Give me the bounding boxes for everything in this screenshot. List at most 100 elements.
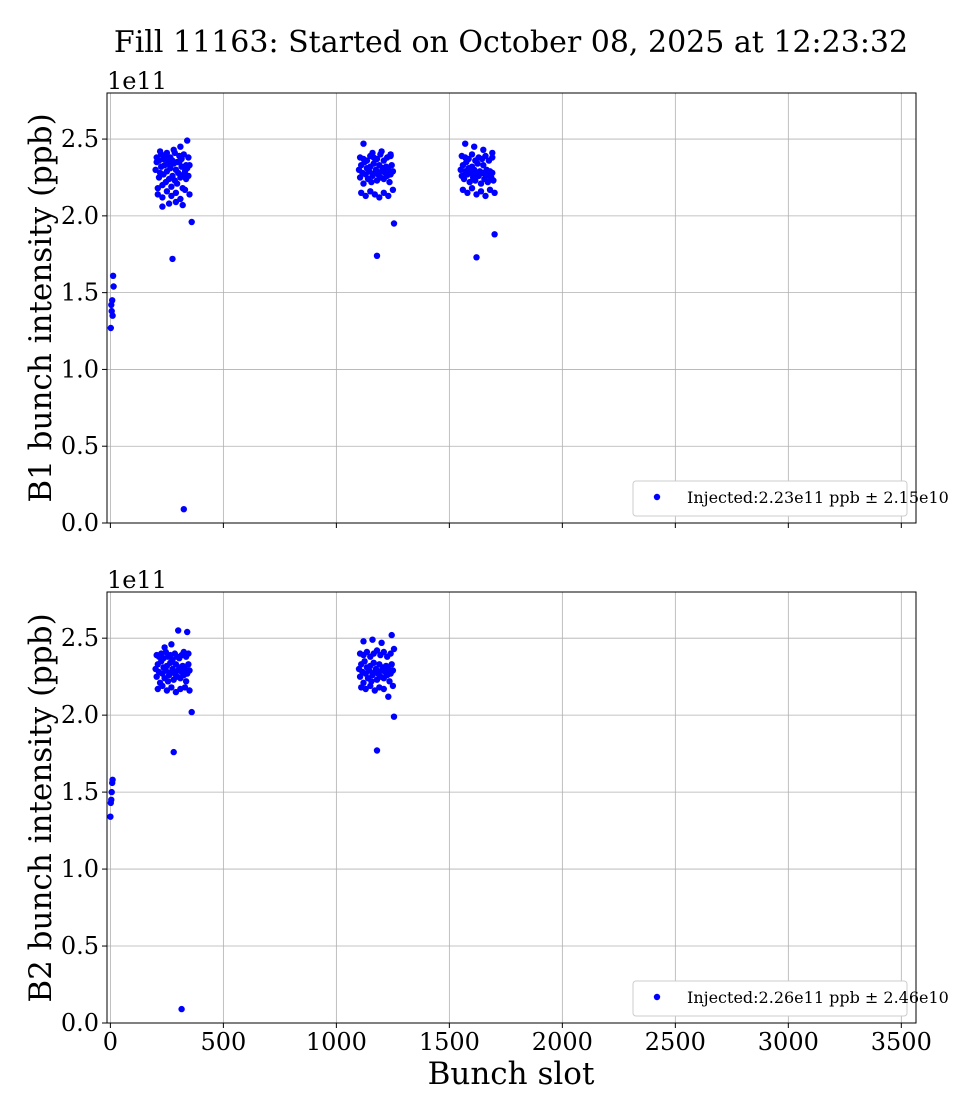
data-point (489, 169, 496, 177)
x-tick-label: 1000 (306, 1028, 367, 1056)
y-ticks-b1: 0.0 0.5 1.0 1.5 2.0 2.5 (61, 125, 107, 537)
x-tick-label: 1500 (419, 1028, 480, 1056)
y-exponent-label-b2: 1e11 (107, 566, 167, 594)
data-point (373, 647, 381, 654)
y-axis-label-b1: B1 bunch intensity (ppb) (23, 113, 59, 502)
data-point (387, 151, 394, 158)
data-point (371, 687, 378, 694)
data-point (462, 140, 469, 147)
data-point (378, 639, 385, 646)
data-point (466, 178, 473, 186)
data-point (165, 200, 173, 207)
data-point (180, 151, 187, 158)
data-point (170, 146, 177, 153)
y-tick-label: 0.0 (61, 509, 99, 537)
x-tick-label: 2000 (532, 1028, 593, 1056)
y-tick-label: 2.0 (61, 701, 99, 729)
data-point (368, 178, 375, 186)
grid-b2 (107, 592, 916, 1024)
data-point (177, 195, 184, 203)
data-point (471, 143, 478, 150)
data-point (491, 231, 498, 238)
y-tick-label: 2.0 (61, 202, 99, 230)
data-point (159, 682, 166, 690)
data-point (378, 148, 385, 155)
data-point (164, 160, 172, 167)
data-point (169, 255, 176, 263)
y-tick-label: 0.0 (61, 1009, 99, 1037)
data-point (163, 687, 171, 694)
data-point (185, 172, 192, 180)
data-point (380, 648, 387, 656)
data-point (109, 776, 116, 783)
data-point (360, 638, 367, 645)
data-point (182, 678, 190, 685)
grid-b1 (107, 93, 916, 524)
y-tick-label: 1.5 (61, 778, 99, 806)
x-tick-label: 500 (200, 1028, 246, 1056)
data-point (477, 180, 485, 187)
y-exponent-label-b1: 1e11 (107, 67, 167, 95)
data-point (164, 678, 172, 685)
data-point (109, 272, 117, 279)
legend-box-b1 (632, 480, 908, 517)
data-point (181, 684, 189, 691)
x-ticks-b1 (109, 523, 902, 528)
data-point (185, 650, 192, 657)
data-point (486, 186, 494, 193)
data-point (360, 180, 367, 187)
data-point (186, 191, 193, 198)
data-point (172, 198, 180, 206)
data-point (363, 157, 371, 164)
legend-label-b2: Injected:2.26e11 ppb ± 2.46e10 (687, 988, 949, 1007)
data-point (491, 189, 498, 196)
data-point (370, 659, 377, 666)
x-ticks-b2: 0 500 1000 1500 2000 2500 3000 3500 (103, 1023, 932, 1056)
data-point (369, 636, 376, 643)
legend-b2: Injected:2.26e11 ppb ± 2.46e10 (632, 980, 949, 1017)
data-point (188, 218, 195, 226)
data-point (489, 154, 496, 161)
data-point (172, 189, 180, 196)
plot-frame-b1 (106, 92, 917, 524)
data-point (473, 254, 480, 261)
data-point (168, 684, 175, 691)
x-tick-label: 3500 (871, 1028, 932, 1056)
y-axis-label-b2: B2 bunch intensity (ppb) (23, 613, 59, 1002)
data-point (108, 796, 115, 803)
data-point (388, 661, 395, 668)
data-point (473, 191, 480, 198)
data-point (168, 183, 175, 190)
data-point (389, 667, 397, 674)
data-point (361, 658, 368, 665)
data-point (484, 178, 491, 186)
legend-b1: Injected:2.23e11 ppb ± 2.15e10 (632, 480, 949, 517)
data-point (172, 688, 180, 696)
data-point (390, 645, 398, 653)
data-point (388, 162, 395, 169)
data-point (371, 191, 378, 198)
data-point (373, 747, 381, 754)
y-tick-label: 2.5 (61, 624, 99, 652)
data-point (387, 650, 394, 657)
data-point (152, 166, 159, 173)
data-point (163, 149, 171, 157)
data-point (186, 687, 193, 694)
data-point (490, 177, 497, 184)
data-point (173, 158, 181, 166)
data-point (179, 201, 186, 209)
legend-label-b1: Injected:2.23e11 ppb ± 2.15e10 (687, 488, 949, 507)
data-point (156, 148, 164, 155)
data-point (107, 324, 115, 332)
data-point (170, 748, 177, 756)
data-point (460, 175, 468, 183)
data-point (362, 192, 369, 200)
data-point (154, 185, 161, 192)
data-point (370, 160, 377, 167)
data-point (188, 708, 195, 716)
data-point (464, 189, 471, 196)
data-point (161, 644, 168, 651)
data-point (389, 186, 397, 193)
x-tick-label: 2500 (645, 1028, 706, 1056)
